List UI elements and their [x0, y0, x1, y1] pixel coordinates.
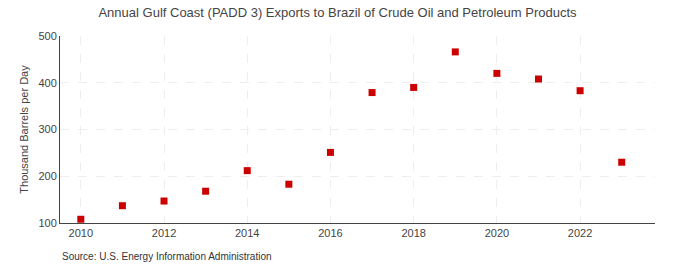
svg-text:100: 100 [38, 217, 56, 229]
svg-text:2022: 2022 [568, 227, 592, 239]
svg-text:200: 200 [38, 170, 56, 182]
svg-text:2020: 2020 [485, 227, 509, 239]
svg-text:2016: 2016 [318, 227, 342, 239]
svg-text:Annual Gulf Coast (PADD 3) Exp: Annual Gulf Coast (PADD 3) Exports to Br… [98, 5, 577, 20]
svg-text:2014: 2014 [235, 227, 259, 239]
svg-text:Thousand Barrels per Day: Thousand Barrels per Day [18, 65, 30, 194]
svg-text:500: 500 [38, 30, 56, 42]
svg-text:300: 300 [38, 123, 56, 135]
svg-text:Source: U.S. Energy Informatio: Source: U.S. Energy Information Administ… [62, 251, 272, 262]
svg-text:2010: 2010 [69, 227, 93, 239]
svg-text:2018: 2018 [401, 227, 425, 239]
svg-text:2012: 2012 [152, 227, 176, 239]
svg-text:400: 400 [38, 77, 56, 89]
